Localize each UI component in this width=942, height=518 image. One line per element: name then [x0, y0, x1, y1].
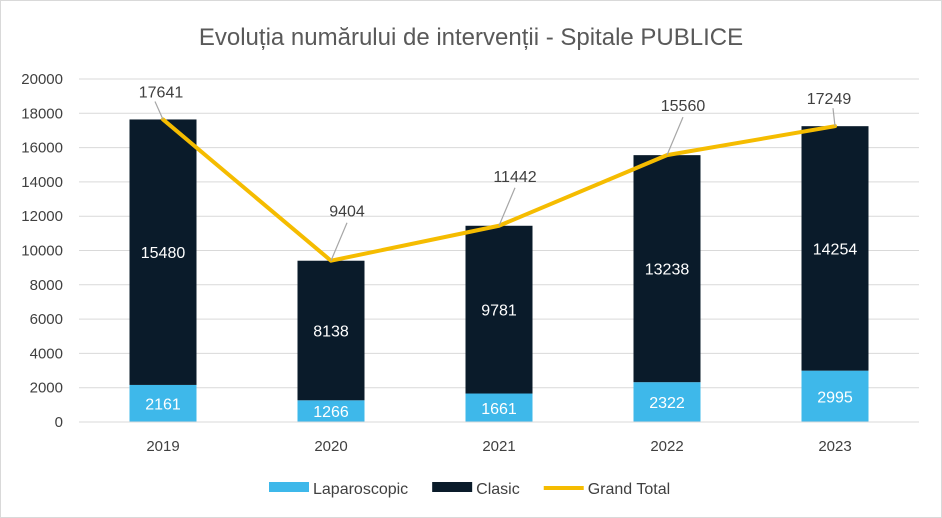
y-tick-label-0: 0	[55, 414, 63, 431]
y-tick-label-2000: 2000	[30, 380, 63, 397]
data-label-laparoscopic-2023: 2995	[817, 389, 853, 406]
y-tick-label-14000: 14000	[21, 174, 63, 191]
y-tick-label-12000: 12000	[21, 208, 63, 225]
data-label-laparoscopic-2022: 2322	[649, 395, 685, 412]
bar-laparoscopic-2019	[129, 384, 197, 422]
legend-swatch-laparoscopic	[269, 482, 309, 492]
bar-clasic-2019	[129, 119, 197, 385]
bar-laparoscopic-2023	[801, 370, 869, 422]
y-axis: 0 2000 4000 6000 8000 10000 12000 14000 16000 180…	[21, 71, 63, 431]
data-label-clasic-2022: 13238	[645, 262, 690, 279]
data-label-clasic-2019: 15480	[141, 245, 186, 262]
y-tick-label-6000: 6000	[30, 311, 63, 328]
x-tick-label-2023: 2023	[818, 438, 851, 455]
data-label-grand-total-2022: 15560	[661, 98, 706, 115]
x-tick-label-2020: 2020	[314, 438, 347, 455]
legend-label-clasic: Clasic	[476, 481, 520, 498]
data-label-laparoscopic-2020: 1266	[313, 404, 349, 421]
bar-laparoscopic-2021	[465, 393, 533, 422]
data-label-grand-total-2019: 17641	[139, 84, 184, 101]
data-label-laparoscopic-2019: 2161	[145, 396, 181, 413]
data-label-grand-total-2020: 9404	[329, 204, 365, 221]
x-tick-label-2019: 2019	[146, 438, 179, 455]
legend-label-grand-total: Grand Total	[588, 481, 670, 498]
bar-clasic-2023	[801, 126, 869, 371]
chart-title: Evoluția numărului de intervenții - Spit…	[199, 24, 743, 51]
data-label-clasic-2020: 8138	[313, 324, 349, 341]
bar-laparoscopic-2020	[297, 400, 365, 422]
data-label-clasic-2023: 14254	[813, 241, 858, 258]
data-labels: 2161 15480 1266 8138 1661 9781 2322 13238 2995 14…	[139, 84, 858, 421]
data-label-laparoscopic-2021: 1661	[481, 401, 517, 418]
bar-clasic-2021	[465, 225, 533, 394]
y-tick-label-10000: 10000	[21, 243, 63, 260]
x-tick-label-2021: 2021	[482, 438, 515, 455]
y-tick-label-4000: 4000	[30, 345, 63, 362]
y-tick-label-16000: 16000	[21, 140, 63, 157]
y-tick-label-20000: 20000	[21, 71, 63, 88]
leader-line-2019	[154, 101, 164, 120]
leader-line-2020	[330, 222, 348, 261]
leader-line-2023	[832, 108, 836, 127]
bar-clasic-2022	[633, 155, 701, 383]
bar-laparoscopic-2022	[633, 382, 701, 422]
bars	[129, 119, 869, 422]
y-tick-label-18000: 18000	[21, 105, 63, 122]
legend-label-laparoscopic: Laparoscopic	[313, 481, 408, 498]
y-tick-label-8000: 8000	[30, 277, 63, 294]
bar-clasic-2020	[297, 260, 365, 401]
leader-line-2022	[666, 116, 684, 156]
legend: Laparoscopic Clasic Grand Total	[269, 481, 670, 498]
legend-swatch-clasic	[432, 482, 473, 492]
data-label-grand-total-2021: 11442	[493, 169, 536, 186]
data-label-clasic-2021: 9781	[481, 303, 517, 320]
leader-line-2021	[498, 187, 516, 227]
data-label-grand-total-2023: 17249	[807, 91, 852, 108]
x-axis: 2019 2020 2021 2022 2023	[79, 421, 919, 455]
x-tick-label-2022: 2022	[650, 438, 683, 455]
